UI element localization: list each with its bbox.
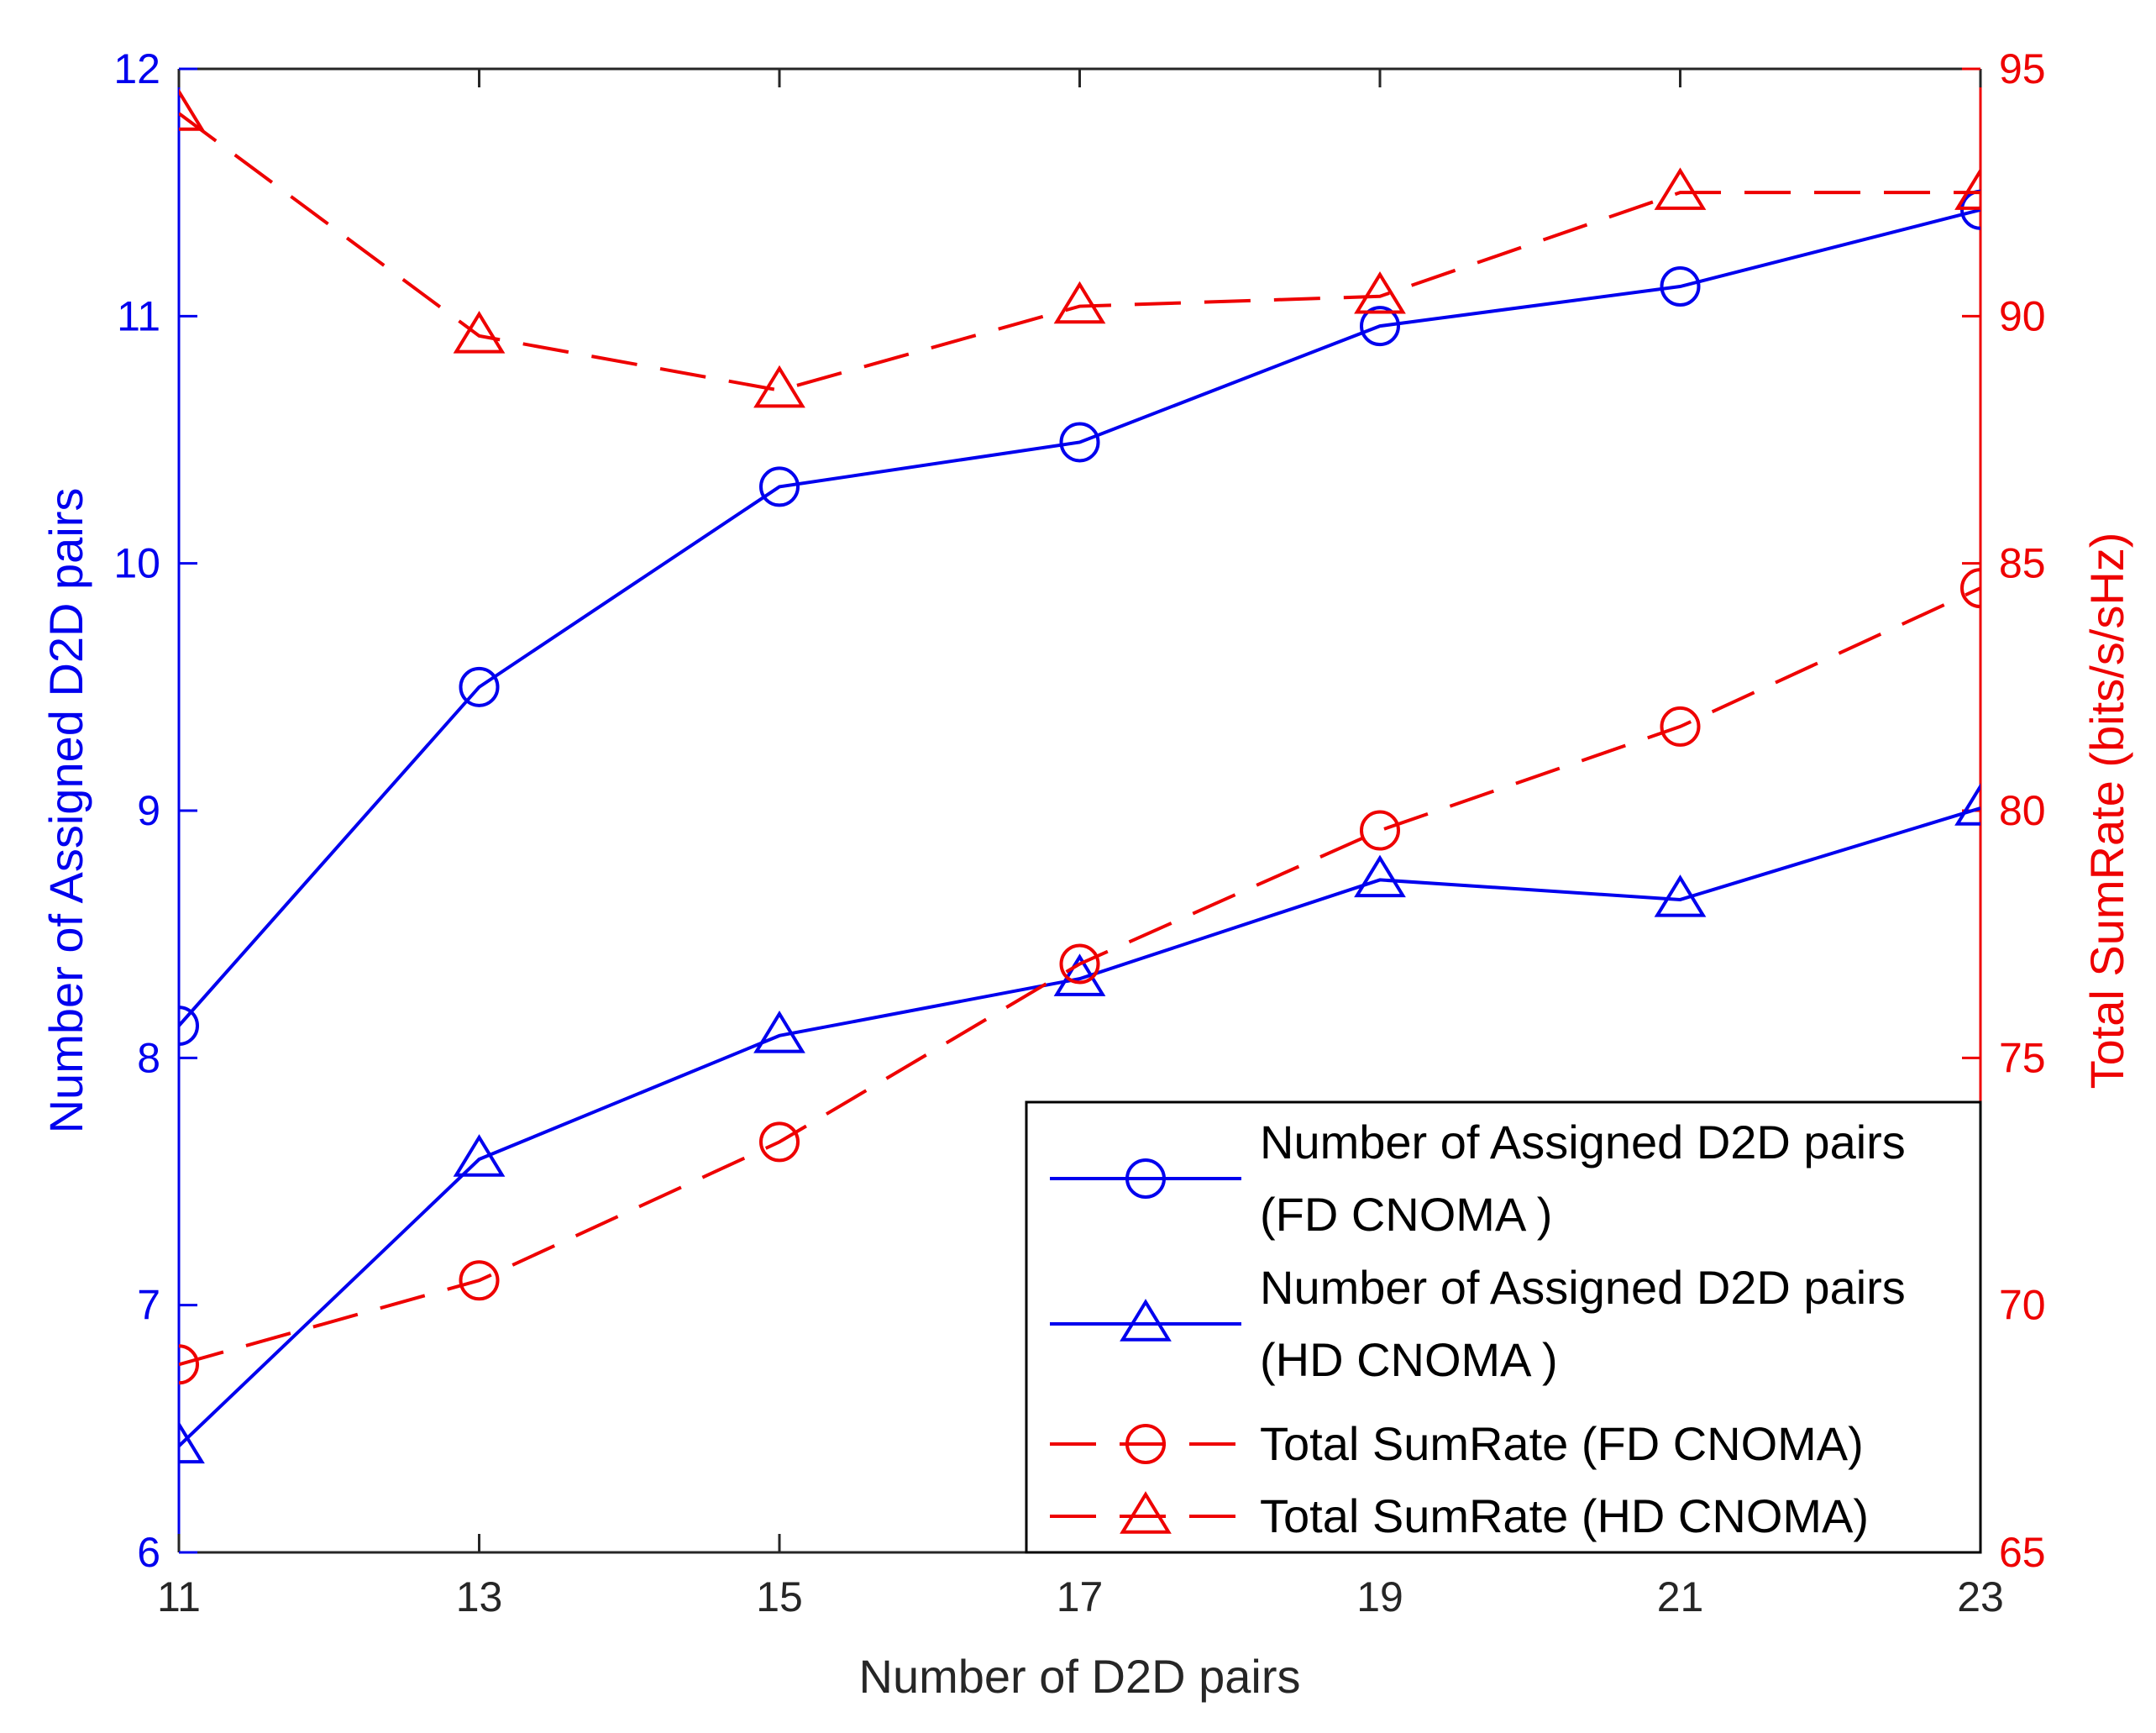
legend-label: (FD CNOMA ) bbox=[1260, 1188, 1552, 1241]
legend-label: Total SumRate (FD CNOMA) bbox=[1260, 1417, 1864, 1470]
y-left-tick-label: 8 bbox=[137, 1034, 160, 1081]
series-point bbox=[1660, 266, 1701, 307]
y-right-tick-label: 70 bbox=[1999, 1282, 2046, 1329]
x-tick-label: 21 bbox=[1657, 1573, 1704, 1620]
legend-entry-1: Number of Assigned D2D pairs (FD CNOMA ) bbox=[1050, 1116, 1906, 1241]
y-right-tick-label: 75 bbox=[1999, 1034, 2046, 1081]
legend-label: Number of Assigned D2D pairs bbox=[1260, 1116, 1906, 1168]
series-point bbox=[459, 666, 500, 707]
y-right-tick-label: 65 bbox=[1999, 1529, 2046, 1576]
series-point bbox=[1654, 874, 1707, 917]
y-axis-right-title: Total SumRate (bits/s/sHz) bbox=[2080, 533, 2133, 1090]
series-point bbox=[1960, 568, 1980, 609]
series-line bbox=[179, 806, 1980, 1447]
series-point bbox=[1360, 810, 1400, 851]
legend-box bbox=[1025, 1100, 1982, 1554]
legend: Number of Assigned D2D pairs(FD CNOMA )N… bbox=[1025, 1100, 1982, 1554]
legend-label: Number of Assigned D2D pairs bbox=[1260, 1261, 1906, 1314]
series-1 bbox=[179, 189, 1980, 1047]
series-point bbox=[1360, 306, 1400, 347]
series-point bbox=[1954, 783, 1980, 826]
x-tick-label: 13 bbox=[456, 1573, 503, 1620]
y-right-tick-label: 90 bbox=[1999, 292, 2046, 339]
y-left-tick-label: 6 bbox=[137, 1529, 160, 1576]
series-point bbox=[1660, 706, 1701, 747]
y-axis-left-title: Number of Assigned D2D pairs bbox=[39, 488, 92, 1134]
legend-entry-3: Total SumRate (FD CNOMA) bbox=[1050, 1417, 1864, 1470]
series-point bbox=[759, 466, 800, 507]
x-tick-label: 19 bbox=[1356, 1573, 1403, 1620]
axes: 11 13 15 17 19 21 23 6 7 8 9 10 11 12 65 70 75 80 85 90 95 bbox=[113, 45, 2045, 1620]
legend-entry-4: Total SumRate (HD CNOMA) bbox=[1050, 1489, 1869, 1542]
y-left-tick-label: 11 bbox=[117, 292, 160, 339]
series-point bbox=[1354, 270, 1406, 314]
series-line bbox=[179, 112, 1980, 392]
legend-marker bbox=[1125, 1424, 1166, 1464]
y-left-tick-label: 9 bbox=[137, 787, 160, 834]
x-tick-label: 23 bbox=[1957, 1573, 2004, 1620]
series-point bbox=[453, 1134, 506, 1177]
legend-marker bbox=[1120, 1491, 1172, 1534]
y-right-tick-label: 95 bbox=[1999, 45, 2046, 92]
series-point bbox=[1053, 953, 1106, 996]
y-right-tick-label: 85 bbox=[1999, 540, 2046, 587]
series-point bbox=[459, 1260, 500, 1301]
series-point bbox=[753, 365, 805, 408]
legend-label: (HD CNOMA ) bbox=[1260, 1333, 1558, 1386]
y-left-tick-label: 10 bbox=[113, 540, 160, 587]
series-line bbox=[179, 207, 1980, 1027]
series-point bbox=[753, 1011, 805, 1053]
series-3 bbox=[179, 568, 1980, 1385]
x-axis-title: Number of D2D pairs bbox=[859, 1650, 1301, 1703]
series-4 bbox=[179, 88, 1980, 408]
x-tick-label: 15 bbox=[756, 1573, 803, 1620]
series-point bbox=[179, 1421, 205, 1464]
series-point bbox=[1354, 854, 1406, 898]
series-2 bbox=[179, 783, 1980, 1464]
series-point bbox=[759, 1121, 800, 1163]
series-point bbox=[1059, 943, 1100, 985]
legend-entry-2: Number of Assigned D2D pairs (HD CNOMA ) bbox=[1050, 1261, 1906, 1386]
series-point bbox=[179, 88, 205, 131]
series-layer bbox=[179, 88, 1980, 1464]
legend-label: Total SumRate (HD CNOMA) bbox=[1260, 1489, 1869, 1542]
legend-marker bbox=[1125, 1158, 1166, 1199]
x-tick-label: 17 bbox=[1057, 1573, 1104, 1620]
legend-marker bbox=[1120, 1299, 1172, 1342]
series-point bbox=[1954, 167, 1980, 210]
series-point bbox=[453, 311, 506, 354]
series-point bbox=[179, 1344, 199, 1385]
x-tick-label: 11 bbox=[157, 1573, 201, 1620]
series-point bbox=[1059, 422, 1100, 463]
series-line bbox=[179, 586, 1980, 1367]
series-point bbox=[1053, 281, 1106, 324]
y-left-tick-label: 12 bbox=[113, 45, 160, 92]
series-point bbox=[1654, 167, 1707, 210]
y-right-tick-label: 80 bbox=[1999, 787, 2046, 834]
series-point bbox=[179, 1006, 199, 1047]
y-left-tick-label: 7 bbox=[137, 1282, 160, 1329]
